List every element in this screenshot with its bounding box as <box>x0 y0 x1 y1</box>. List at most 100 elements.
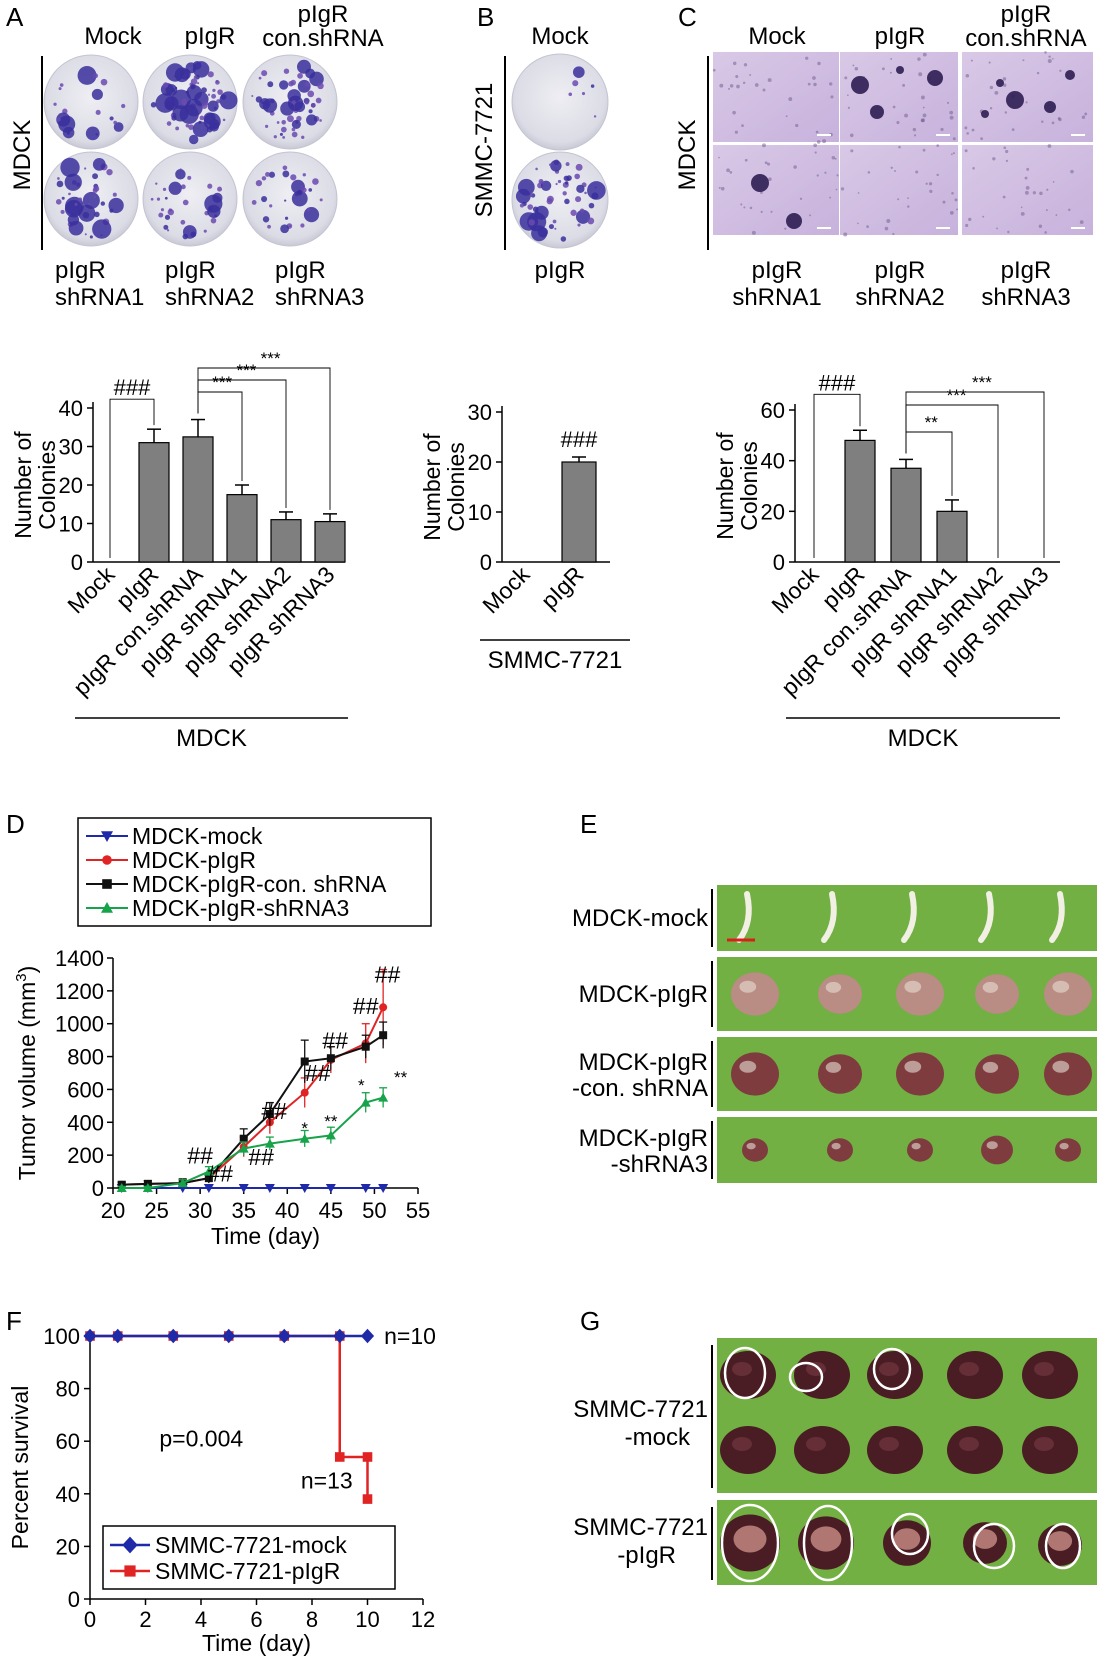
cell-speck <box>732 110 736 115</box>
data-point <box>203 1184 214 1193</box>
panel-letter-b: B <box>477 2 494 32</box>
micrograph-bg <box>840 145 958 235</box>
colony <box>261 196 268 203</box>
data-point <box>325 1130 336 1140</box>
significance-label: ** <box>324 1112 338 1131</box>
bar <box>561 461 597 563</box>
colony <box>300 223 305 228</box>
data-point <box>264 1184 275 1193</box>
colony <box>207 93 211 96</box>
data-point <box>116 1183 127 1192</box>
liver <box>720 1426 776 1474</box>
annotation: n=10 <box>384 1323 436 1349</box>
c-label-sh3-bottom: shRNA3 <box>981 284 1070 311</box>
panel-a-images: Mock pIgR pIgR con.shRNA MDCK pIgR shRNA… <box>9 1 384 311</box>
c-cell-line-label: MDCK <box>674 120 701 191</box>
cell-speck <box>1046 188 1049 191</box>
bar <box>890 467 922 563</box>
colony <box>211 93 217 99</box>
y-axis-label-line1: Number of <box>712 432 738 540</box>
cell-speck <box>950 153 953 156</box>
colony <box>593 115 597 118</box>
c-label-pigr: pIgR <box>875 23 926 50</box>
series-mdck-mock <box>116 1184 389 1193</box>
tumor-highlight <box>1059 1142 1069 1150</box>
cell-speck <box>1044 51 1047 54</box>
cell-speck <box>897 198 900 201</box>
tumor-circle <box>872 1347 912 1391</box>
colony <box>565 162 570 167</box>
significance-label: ## <box>248 1144 274 1170</box>
colony <box>305 68 316 79</box>
colony <box>60 157 80 178</box>
cell-speck <box>850 149 854 153</box>
data-point <box>362 1452 373 1462</box>
colony <box>294 101 306 113</box>
scale-bar <box>817 227 831 229</box>
series-line <box>121 1096 384 1189</box>
cell-speck <box>728 87 731 90</box>
data-point <box>378 1092 389 1102</box>
cell-speck <box>949 115 954 120</box>
tumor-mass <box>893 1528 921 1550</box>
y-axis-label-line2: Colonies <box>736 441 762 531</box>
cell-speck <box>1020 206 1023 209</box>
cell-speck <box>846 94 849 97</box>
colony <box>265 124 269 129</box>
x-tick-label: 10 <box>355 1607 379 1632</box>
significance-label: ## <box>322 1027 348 1053</box>
tumor <box>827 1138 853 1162</box>
cell-speck <box>936 144 940 148</box>
colony <box>535 167 538 171</box>
tumor-highlight <box>982 1061 999 1073</box>
liver-group-mock: SMMC-7721-mock <box>573 1338 1097 1493</box>
a-label-sh3-top: pIgR <box>275 257 326 284</box>
bar <box>138 442 170 563</box>
colony <box>182 225 197 239</box>
cell-speck <box>1026 167 1030 171</box>
colony <box>284 199 287 202</box>
liver-group-pigr: SMMC-7721-pIgR <box>573 1500 1097 1585</box>
colony <box>291 127 296 132</box>
colony <box>927 70 943 86</box>
y-tick-label: 20 <box>59 473 83 498</box>
cell-speck <box>795 123 799 128</box>
colony <box>251 200 257 205</box>
y-tick-label: 100 <box>43 1324 80 1349</box>
colony <box>162 187 167 191</box>
data-point <box>101 831 113 842</box>
cell-speck <box>1047 144 1052 148</box>
tumor <box>1055 1138 1081 1162</box>
colony <box>163 82 169 88</box>
colony <box>276 121 280 124</box>
cell-speck <box>896 121 900 125</box>
colony-plate-b-mock <box>511 53 609 151</box>
colony <box>64 173 82 191</box>
colony <box>575 163 583 171</box>
cell-speck <box>720 186 725 191</box>
colony <box>64 199 83 218</box>
significance-label: ### <box>561 427 598 452</box>
colony <box>851 76 869 94</box>
colony <box>519 203 524 208</box>
cell-speck <box>989 107 993 110</box>
data-point <box>122 1536 138 1554</box>
row-label-line1: SMMC-7721 <box>573 1514 708 1541</box>
cell-speck <box>886 219 891 224</box>
a-label-pigr-con-bottom: con.shRNA <box>262 25 383 52</box>
cell-speck <box>1002 195 1006 199</box>
colony <box>570 209 577 216</box>
x-tick-label: 30 <box>188 1198 212 1223</box>
tumor-mass <box>1047 1531 1073 1551</box>
scale-bar <box>1071 227 1085 229</box>
tumor-row-3: MDCK-pIgR-con. shRNA <box>572 1037 1097 1111</box>
colony <box>269 204 273 208</box>
cell-speck <box>907 197 909 199</box>
tumor-highlight <box>739 1060 757 1073</box>
y-axis-label-line1: Number of <box>10 431 36 539</box>
a-label-sh1-bottom: shRNA1 <box>55 284 144 311</box>
colony <box>87 202 91 206</box>
data-point <box>360 1097 371 1107</box>
colony <box>564 198 570 205</box>
colony <box>291 104 294 107</box>
